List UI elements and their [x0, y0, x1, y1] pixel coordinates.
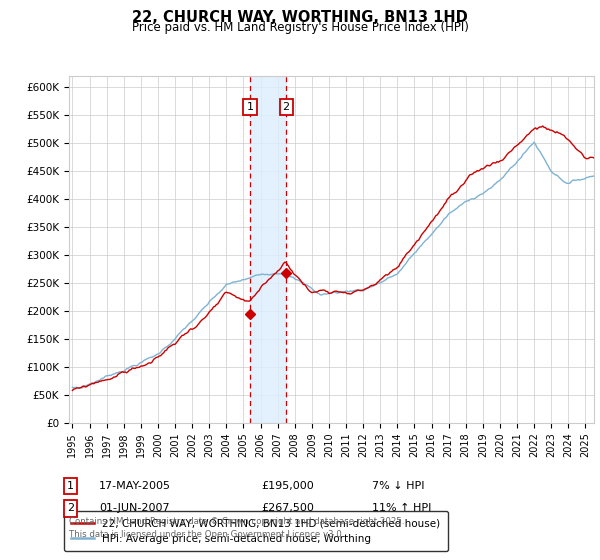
Text: 2: 2 [283, 102, 290, 112]
Text: £267,500: £267,500 [261, 503, 314, 514]
Bar [250, 76, 286, 423]
Text: 11% ↑ HPI: 11% ↑ HPI [372, 503, 431, 514]
Text: £195,000: £195,000 [261, 481, 314, 491]
Text: 01-JUN-2007: 01-JUN-2007 [99, 503, 170, 514]
Text: 22, CHURCH WAY, WORTHING, BN13 1HD: 22, CHURCH WAY, WORTHING, BN13 1HD [132, 10, 468, 25]
Text: 1: 1 [67, 481, 74, 491]
Text: Contains HM Land Registry data © Crown copyright and database right 2025.
This d: Contains HM Land Registry data © Crown c… [69, 517, 404, 539]
Text: 1: 1 [247, 102, 253, 112]
Text: 2: 2 [67, 503, 74, 514]
Text: Price paid vs. HM Land Registry's House Price Index (HPI): Price paid vs. HM Land Registry's House … [131, 21, 469, 34]
Legend: 22, CHURCH WAY, WORTHING, BN13 1HD (semi-detached house), HPI: Average price, se: 22, CHURCH WAY, WORTHING, BN13 1HD (semi… [64, 511, 448, 551]
Text: 7% ↓ HPI: 7% ↓ HPI [372, 481, 425, 491]
Text: 17-MAY-2005: 17-MAY-2005 [99, 481, 171, 491]
